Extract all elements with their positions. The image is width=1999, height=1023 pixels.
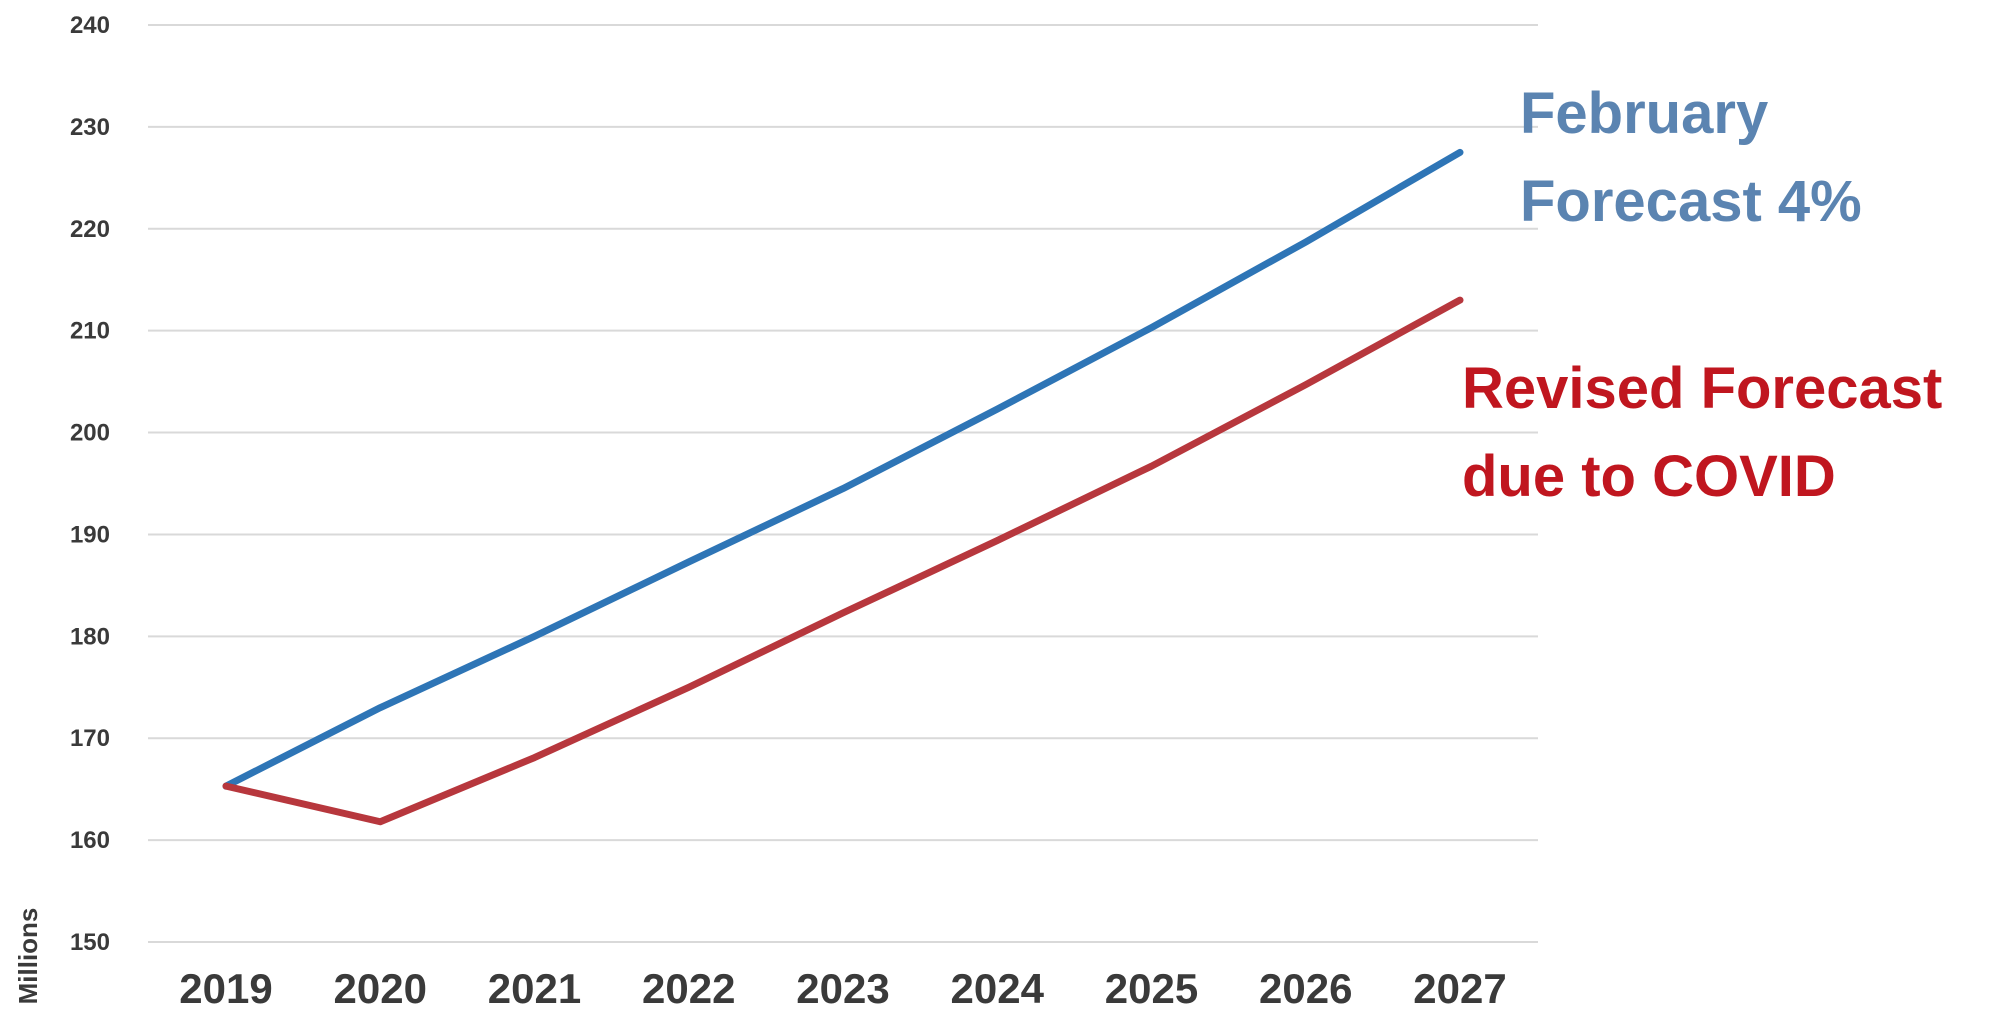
y-tick-label: 200 <box>70 420 110 447</box>
y-tick-label: 220 <box>70 216 110 243</box>
y-tick-label: 170 <box>70 725 110 752</box>
series-lines <box>222 148 1464 826</box>
y-tick-label: 180 <box>70 623 110 650</box>
y-tick-label: 190 <box>70 521 110 548</box>
y-axis-ticks: 150 160 170 180 190 200 210 220 230 240 <box>70 12 110 956</box>
x-tick-label: 2027 <box>1413 965 1506 1012</box>
x-tick-label: 2021 <box>488 965 581 1012</box>
x-tick-label: 2022 <box>642 965 735 1012</box>
grid-lines <box>148 24 1538 943</box>
x-tick-label: 2023 <box>796 965 889 1012</box>
x-tick-label: 2026 <box>1259 965 1352 1012</box>
x-axis-ticks: 2019 2020 2021 2022 2023 2024 2025 2026 2027 <box>179 965 1506 1012</box>
x-tick-label: 2020 <box>334 965 427 1012</box>
x-tick-label: 2019 <box>179 965 272 1012</box>
y-tick-label: 210 <box>70 318 110 345</box>
series-line-february-forecast <box>222 148 1464 790</box>
series-line-revised-forecast <box>222 296 1464 826</box>
y-axis-label: Millions <box>13 908 43 1005</box>
y-tick-label: 230 <box>70 114 110 141</box>
x-tick-label: 2024 <box>951 965 1045 1012</box>
legend-revised-forecast: Revised Forecast due to COVID <box>1462 356 1943 509</box>
x-tick-label: 2025 <box>1105 965 1198 1012</box>
y-tick-label: 150 <box>70 929 110 956</box>
y-tick-label: 160 <box>70 827 110 854</box>
y-tick-label: 240 <box>70 12 110 39</box>
legend-february-forecast: February Forecast 4% <box>1520 81 1862 234</box>
